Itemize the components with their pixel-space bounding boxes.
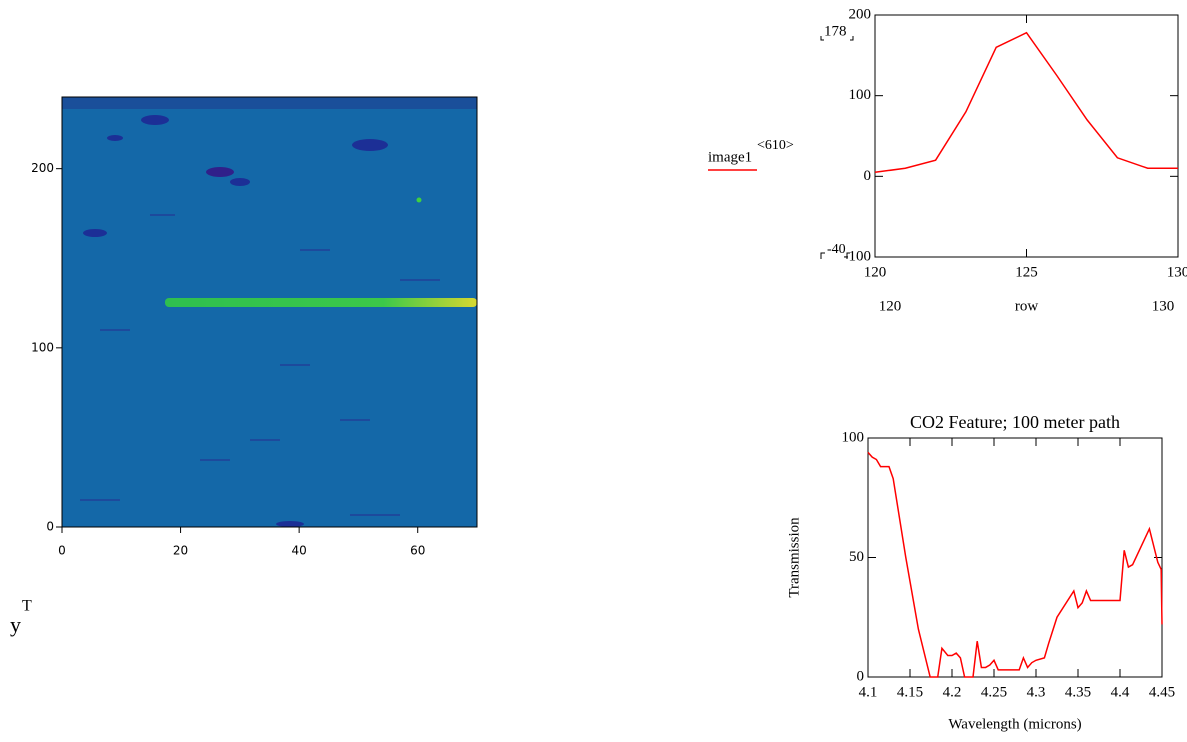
image-frame — [61, 96, 478, 528]
x-tick-label: 20 — [173, 544, 188, 558]
marker-bracket — [820, 36, 854, 41]
y-tick-label: 100 — [842, 429, 865, 445]
y-tick-label: 200 — [31, 161, 54, 175]
image-streak — [165, 298, 477, 307]
x-tick-label: 4.15 — [897, 684, 923, 700]
x-tick-label: 40 — [292, 544, 307, 558]
image-blob — [206, 167, 234, 177]
image-background — [62, 97, 477, 527]
variable-superscript: T — [22, 598, 32, 615]
chart-title: CO2 Feature; 100 meter path — [910, 412, 1120, 432]
x-tick-label: 125 — [1015, 264, 1038, 280]
y-tick-label: 0 — [857, 668, 865, 684]
y-axis-label: Transmission — [786, 517, 802, 598]
image-blob — [352, 139, 388, 151]
x-range-start: 120 — [879, 298, 902, 314]
legend-superscript: <610> — [757, 138, 794, 153]
range-marker-top: 178 — [824, 23, 847, 39]
x-tick-label: 4.4 — [1111, 684, 1130, 700]
x-axis-label: row — [1015, 298, 1038, 314]
legend-label: image1 — [708, 149, 752, 165]
image-top-band — [62, 97, 477, 109]
plot-frame — [874, 14, 1179, 258]
x-tick-label: 130 — [1167, 264, 1187, 280]
y-tick-label: 100 — [31, 340, 54, 354]
x-tick-label: 120 — [864, 264, 887, 280]
marker-bracket — [820, 252, 850, 259]
variable-label: y — [10, 612, 21, 637]
x-tick-label: 4.1 — [859, 684, 878, 700]
x-axis-label: Wavelength (microns) — [948, 716, 1081, 732]
x-tick-label: 4.3 — [1027, 684, 1046, 700]
image-speckles — [80, 214, 440, 516]
x-tick-label: 4.45 — [1149, 684, 1175, 700]
y-tick-label: 200 — [849, 6, 872, 22]
image-blob — [107, 135, 123, 141]
heatmap-image — [62, 97, 477, 527]
y-tick-label: -100 — [844, 248, 872, 264]
x-range-end: 130 — [1152, 298, 1175, 314]
image-blob — [141, 115, 169, 125]
x-tick-label: 4.35 — [1065, 684, 1091, 700]
y-tick-label: 0 — [46, 520, 54, 534]
data-line — [874, 31, 1178, 174]
data-line — [867, 451, 1163, 678]
image-blob — [230, 178, 250, 186]
x-tick-label: 4.2 — [943, 684, 962, 700]
image-blob — [83, 229, 107, 237]
x-tick-label: 60 — [410, 544, 425, 558]
y-tick-label: 0 — [864, 168, 872, 184]
y-tick-label: 50 — [849, 549, 864, 565]
plot-frame — [867, 437, 1163, 678]
image-blob — [276, 521, 304, 527]
image-dot — [416, 197, 422, 203]
y-tick-label: 100 — [849, 87, 872, 103]
x-tick-label: 4.25 — [981, 684, 1007, 700]
x-tick-label: 0 — [58, 544, 66, 558]
range-marker-bottom: -40 — [827, 242, 846, 257]
